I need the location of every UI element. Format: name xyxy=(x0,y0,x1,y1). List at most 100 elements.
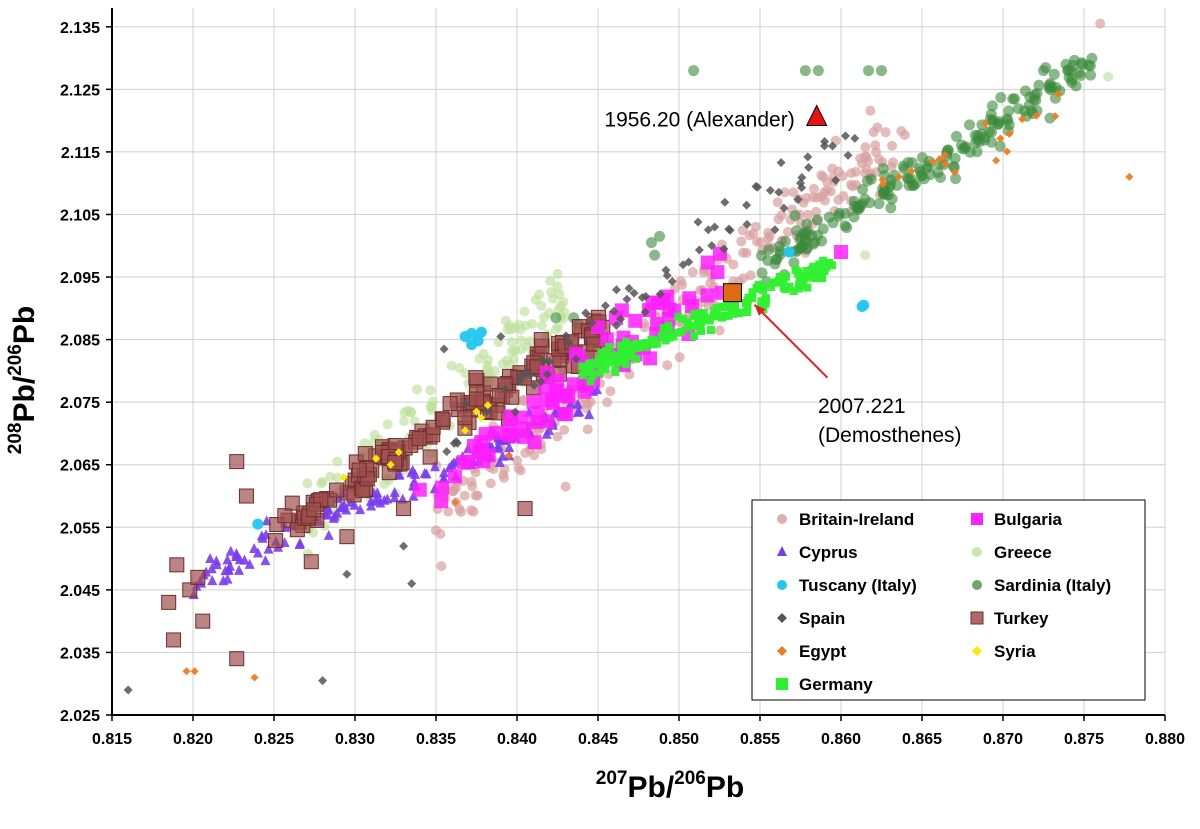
germany-point xyxy=(604,351,613,360)
syria-point xyxy=(372,454,381,463)
x-tick-label: 0.855 xyxy=(740,731,780,748)
germany-point xyxy=(690,332,699,341)
sardinia-point xyxy=(971,146,983,158)
bulgaria-point xyxy=(527,435,542,450)
spain-point xyxy=(581,308,591,318)
britain-point xyxy=(468,506,479,517)
x-tick-label: 0.825 xyxy=(254,731,294,748)
greece-point xyxy=(308,527,319,538)
turkey-point xyxy=(357,446,373,462)
germany-point xyxy=(581,364,590,373)
spain-point xyxy=(770,225,780,235)
legend-label-greece: Greece xyxy=(994,543,1052,562)
spain-point xyxy=(629,288,639,298)
sardinia-point xyxy=(924,169,936,181)
britain-point xyxy=(450,483,461,494)
britain-point xyxy=(745,270,756,281)
greece-point xyxy=(552,268,563,279)
x-tick-label: 0.850 xyxy=(659,731,699,748)
spain-point xyxy=(694,245,704,255)
spain-point xyxy=(742,200,752,210)
cyprus-point xyxy=(389,492,400,503)
legend-marker-cyprus xyxy=(777,546,787,556)
turkey-point xyxy=(468,370,484,386)
germany-point xyxy=(664,321,673,330)
germany-point xyxy=(781,285,790,294)
sardinia-point xyxy=(550,312,562,324)
sardinia-point xyxy=(801,226,813,238)
sardinia-point xyxy=(972,130,984,142)
egypt-point xyxy=(894,172,903,181)
germany-point xyxy=(716,312,725,321)
sardinia-point xyxy=(771,253,783,265)
greece-point xyxy=(359,438,370,449)
alexander-marker xyxy=(805,104,828,126)
britain-point xyxy=(552,431,563,442)
spain-point xyxy=(641,291,651,301)
germany-point xyxy=(767,282,776,291)
y-tick-label: 2.065 xyxy=(60,458,100,475)
germany-point xyxy=(632,339,641,348)
germany-point xyxy=(775,272,784,281)
cyprus-point xyxy=(234,554,245,565)
y-tick-label: 2.055 xyxy=(60,520,100,537)
sardinia-point xyxy=(779,235,791,247)
greece-point xyxy=(536,320,547,331)
germany-point xyxy=(632,354,641,363)
spain-point xyxy=(600,301,610,311)
britain-point xyxy=(872,122,883,133)
legend-marker-britain xyxy=(777,514,787,524)
britain-point xyxy=(846,168,857,179)
germany-point xyxy=(601,359,610,368)
greece-point xyxy=(332,456,343,467)
bulgaria-point xyxy=(645,295,660,310)
syria-point xyxy=(386,460,395,469)
legend-label-cyprus: Cyprus xyxy=(799,543,858,562)
britain-point xyxy=(772,197,783,208)
britain-point xyxy=(529,450,540,461)
y-tick-label: 2.125 xyxy=(60,82,100,99)
legend-label-turkey: Turkey xyxy=(994,609,1049,628)
spain-point xyxy=(525,371,535,381)
syria-point xyxy=(483,401,492,410)
bulgaria-point xyxy=(628,313,643,328)
bulgaria-point xyxy=(545,393,560,408)
greece-point xyxy=(555,300,566,311)
germany-point xyxy=(812,274,821,283)
sardinia-point xyxy=(933,158,945,170)
spain-point xyxy=(776,158,786,168)
britain-point xyxy=(498,469,509,480)
spain-point xyxy=(831,175,841,185)
turkey-point xyxy=(277,508,293,524)
turkey-point xyxy=(442,396,458,412)
egypt-point xyxy=(941,150,950,159)
greece-point xyxy=(426,401,437,412)
x-tick-label: 0.830 xyxy=(335,731,375,748)
britain-point xyxy=(802,209,813,220)
x-axis-title-end: Pb xyxy=(706,771,744,804)
sardinia-point xyxy=(948,161,960,173)
legend-label-britain: Britain-Ireland xyxy=(799,510,914,529)
germany-point xyxy=(685,322,694,331)
sardinia-point xyxy=(994,140,1006,152)
britain-point xyxy=(741,247,752,258)
spain-point xyxy=(820,137,830,147)
sardinia-point xyxy=(960,141,972,153)
spain-point xyxy=(796,178,805,188)
britain-point xyxy=(605,386,616,397)
sardinia-point xyxy=(1019,85,1031,97)
spain-point xyxy=(510,407,520,417)
bulgaria-point xyxy=(529,415,544,430)
britain-point xyxy=(677,279,688,290)
germany-point xyxy=(796,277,805,286)
sardinia-point xyxy=(880,189,892,201)
cyprus-point xyxy=(446,459,457,470)
germany-point xyxy=(597,348,606,357)
germany-point xyxy=(718,302,727,311)
germany-point xyxy=(802,267,811,276)
britain-point xyxy=(728,259,739,270)
germany-point xyxy=(659,323,668,332)
cyprus-point xyxy=(225,545,236,556)
alexander-label: 1956.20 (Alexander) xyxy=(604,108,794,131)
